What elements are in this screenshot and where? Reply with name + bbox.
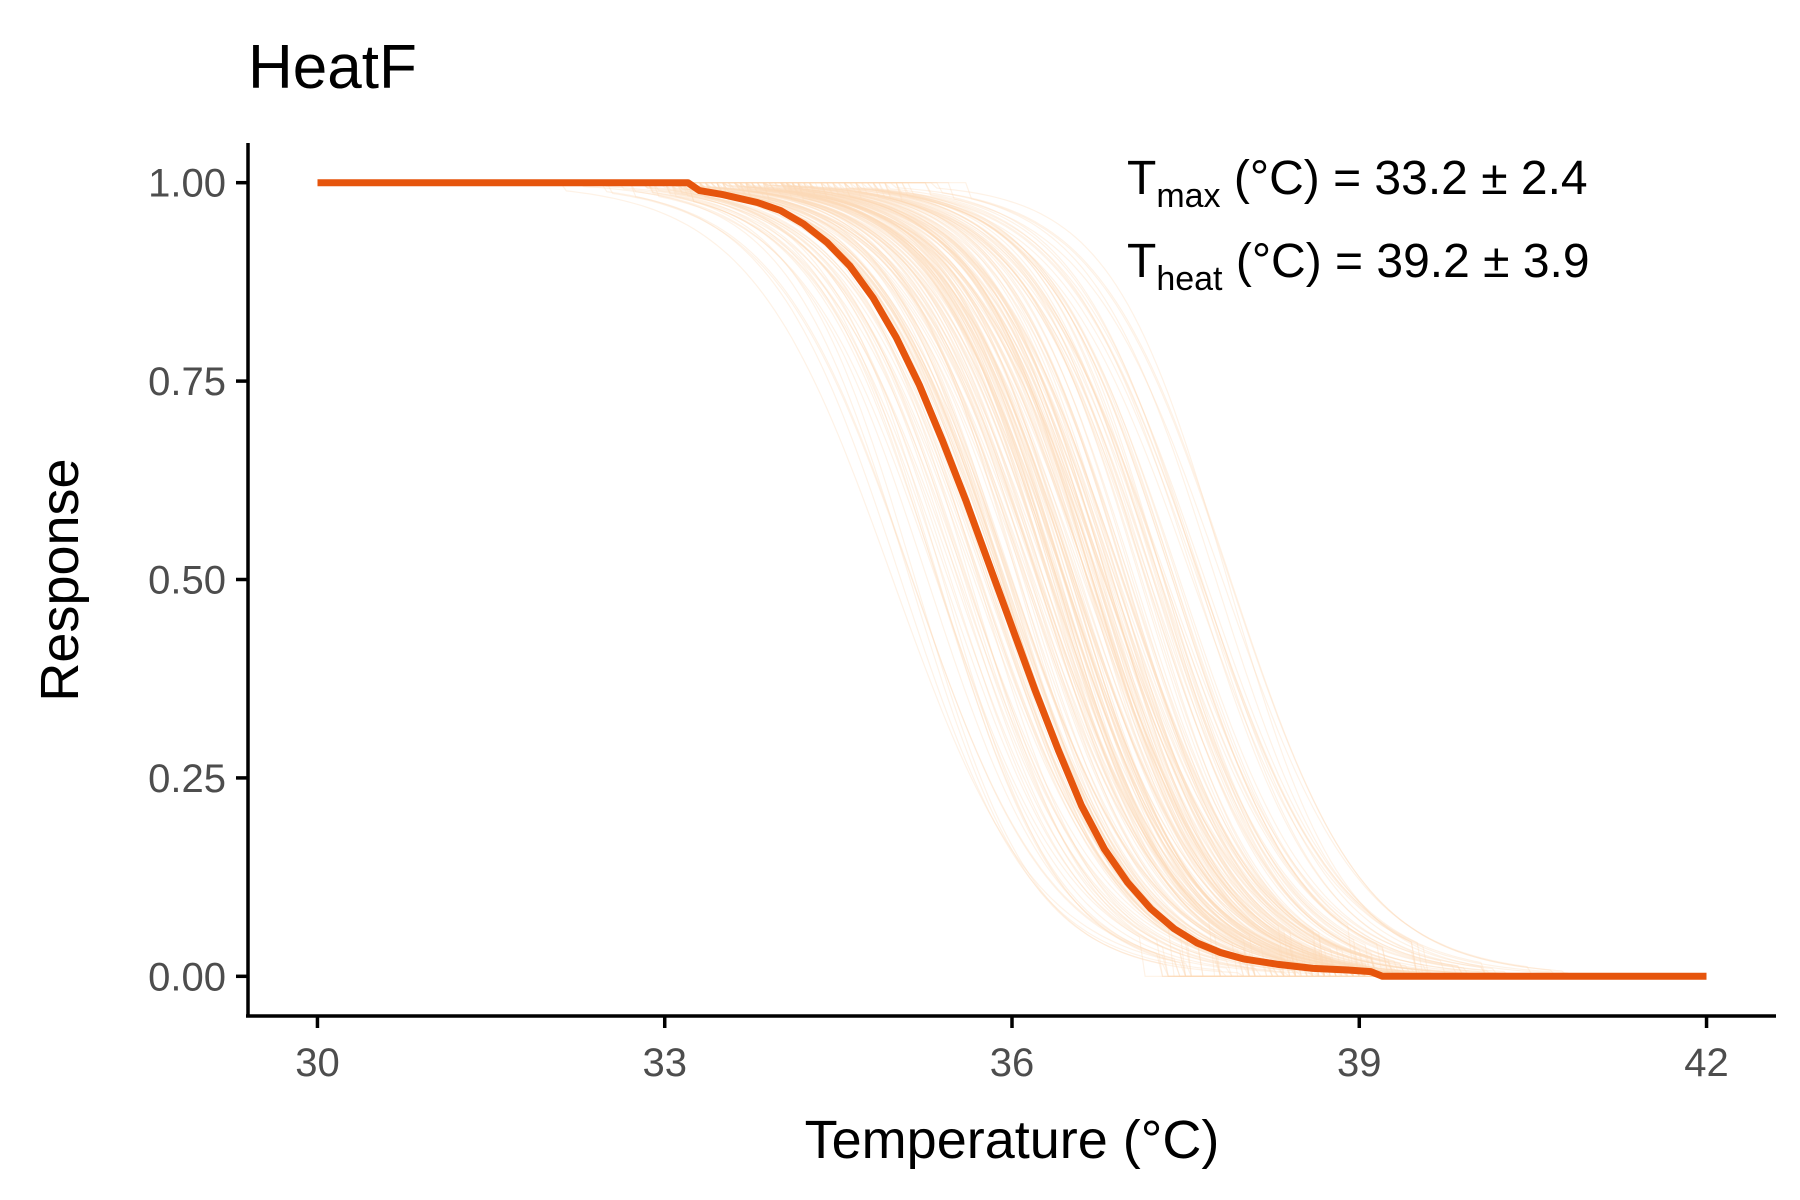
y-tick-label: 0.25 [148,757,226,801]
annotation-tmax: Tmax (°C) = 33.2 ± 2.4 [1127,152,1588,215]
x-tick-label: 30 [295,1041,340,1085]
x-axis-ticks: 30 33 36 39 42 [295,1016,1729,1085]
y-tick-label: 1.00 [148,162,226,206]
x-tick-label: 36 [990,1041,1035,1085]
annotation-theat: Theat (°C) = 39.2 ± 3.9 [1127,235,1590,298]
x-axis-title: Temperature (°C) [805,1110,1220,1170]
bootstrap-curve [317,182,1707,977]
bootstrap-curves [317,182,1707,977]
annotation-theat-subscript: heat [1156,260,1223,298]
fit-curve [317,179,1707,980]
fit-curve-line [317,179,1707,980]
y-tick-label: 0.50 [148,559,226,603]
chart-title: HeatF [248,33,417,102]
x-tick-label: 33 [642,1041,687,1085]
annotation-tmax-value: (°C) = 33.2 ± 2.4 [1221,152,1588,205]
annotation-theat-value: (°C) = 39.2 ± 3.9 [1223,235,1590,288]
annotation-tmax-symbol: T [1127,152,1156,205]
annotation-theat-symbol: T [1127,235,1156,288]
y-axis-ticks: 0.00 0.25 0.50 0.75 1.00 [148,162,248,999]
y-axis-title: Response [30,458,90,701]
x-tick-label: 42 [1684,1041,1729,1085]
y-tick-label: 0.00 [148,955,226,999]
y-tick-label: 0.75 [148,360,226,404]
annotation-tmax-subscript: max [1156,177,1220,215]
x-tick-label: 39 [1337,1041,1382,1085]
